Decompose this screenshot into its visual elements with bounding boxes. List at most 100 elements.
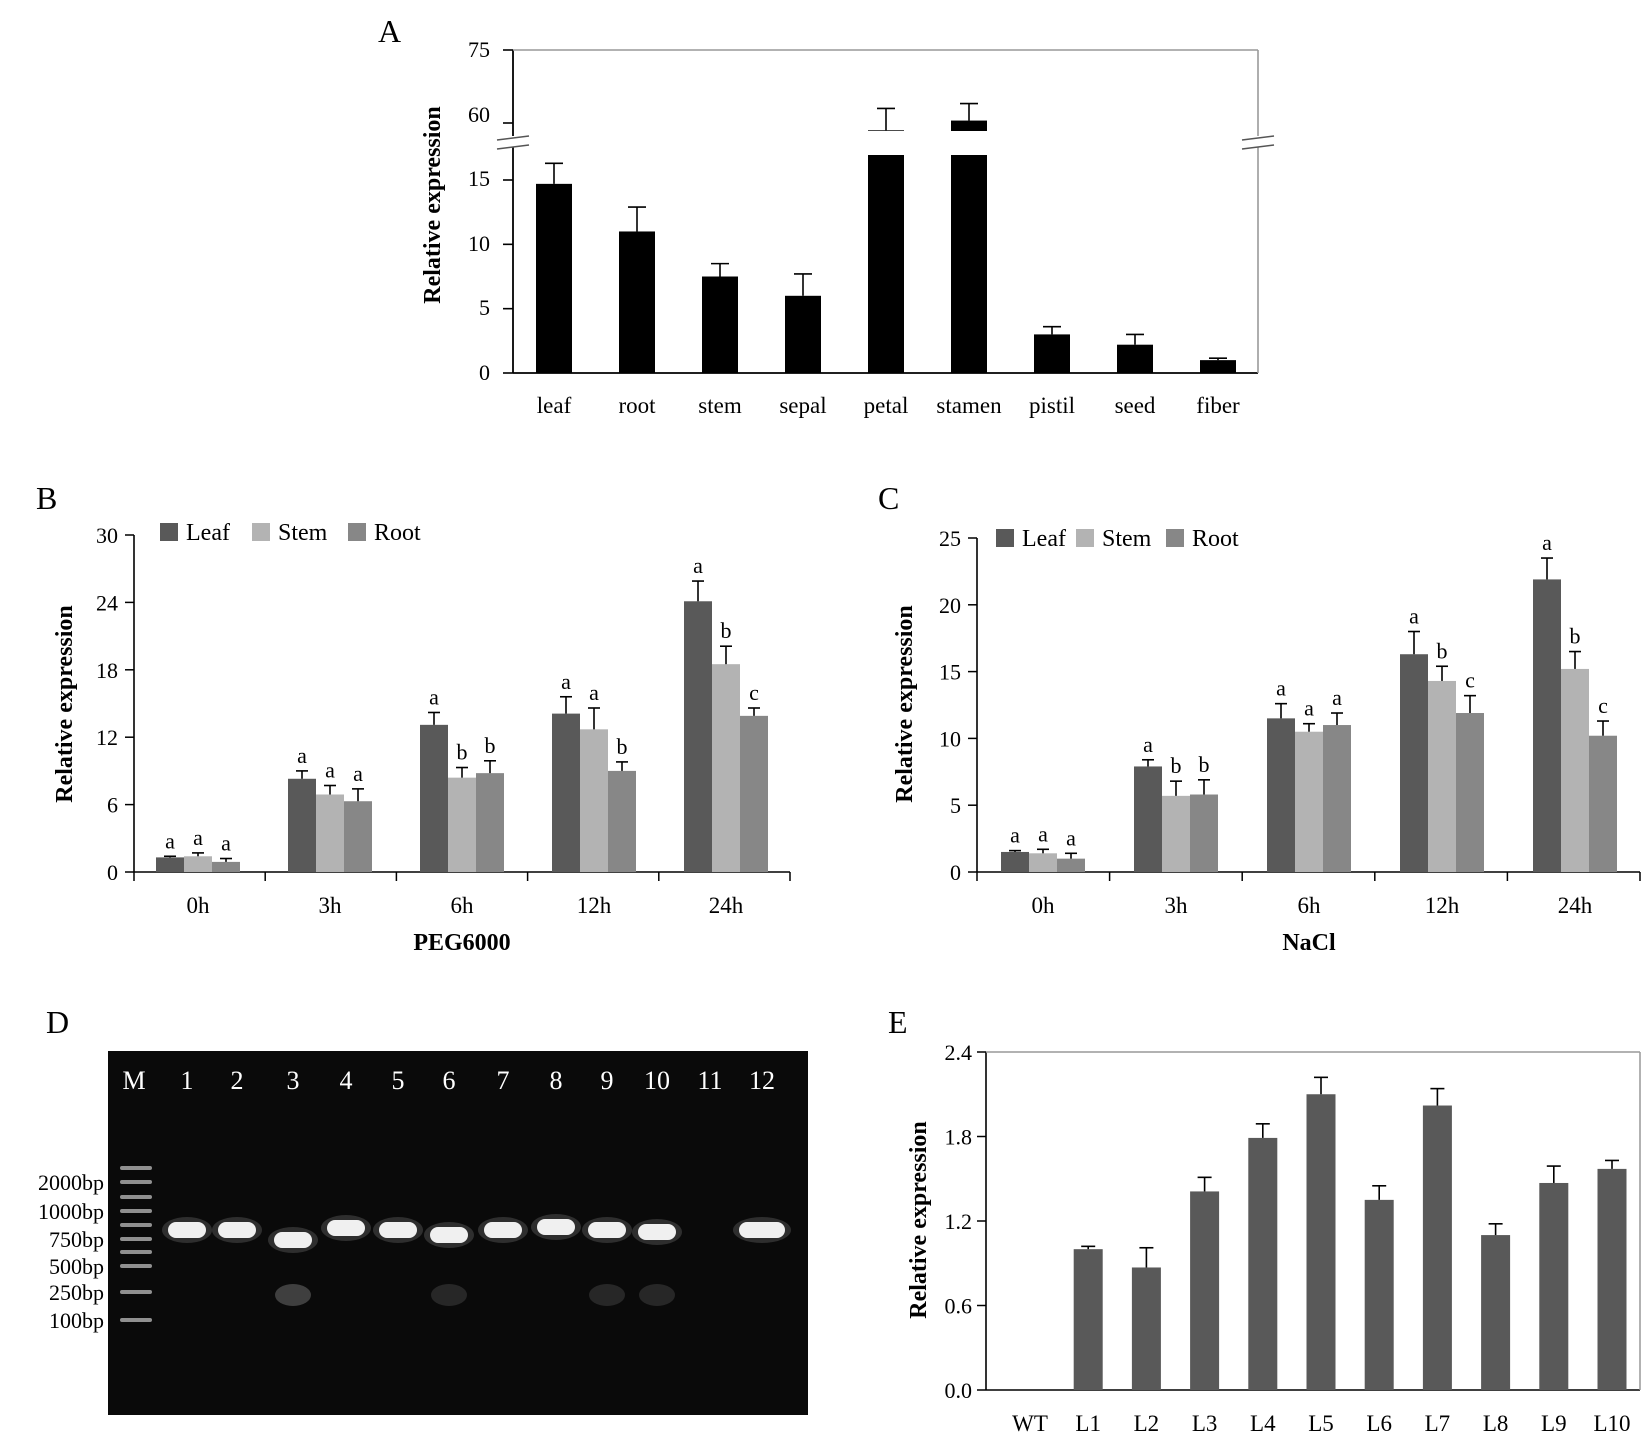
a-tick-10: 10 xyxy=(468,231,490,256)
gel-band-lane-6 xyxy=(430,1227,468,1243)
c-bar-leaf-0h xyxy=(1001,851,1029,872)
gel-primer-smear-lane-9 xyxy=(589,1284,625,1306)
e-y-tick-label-0-6: 0.6 xyxy=(945,1294,973,1319)
gel-ladder-band xyxy=(120,1195,152,1199)
gel-primer-smear-lane-6 xyxy=(431,1284,467,1306)
a-category-seed: seed xyxy=(1115,393,1156,418)
e-category-l4: L4 xyxy=(1250,1411,1276,1436)
e-bar-l4 xyxy=(1248,1137,1278,1390)
b-bar-leaf-0h-significance-letter: a xyxy=(165,828,175,853)
gel-marker-label-250bp: 250bp xyxy=(49,1280,104,1305)
c-bar-root-24h xyxy=(1589,735,1617,872)
panel-b-label: B xyxy=(36,480,57,516)
panel-e-label: E xyxy=(888,1004,908,1040)
e-bar-l3 xyxy=(1190,1191,1220,1390)
b-bar-stem-3h xyxy=(316,794,344,872)
e-category-l8: L8 xyxy=(1483,1411,1509,1436)
gel-marker-label-1000bp: 1000bp xyxy=(38,1199,104,1224)
c-bar-stem-12h xyxy=(1428,680,1456,872)
c-bar-root-3h-significance-letter: b xyxy=(1199,752,1210,777)
b-bar-stem-12h-significance-letter: a xyxy=(589,680,599,705)
gel-ladder-band xyxy=(120,1264,152,1268)
panel-a-tick-labels: 75 60 15 10 5 0 xyxy=(468,37,490,385)
e-y-tick-label-0-0: 0.0 xyxy=(945,1378,973,1403)
e-bar-l5 xyxy=(1306,1094,1336,1390)
panel-c-y-axis-title: Relative expression xyxy=(892,605,918,803)
b-bar-leaf-24h-significance-letter: a xyxy=(693,553,703,578)
c-bar-leaf-24h-significance-letter: a xyxy=(1542,530,1552,555)
a-category-leaf: leaf xyxy=(537,393,572,418)
gel-marker-label-750bp: 750bp xyxy=(49,1227,104,1252)
c-bar-stem-6h xyxy=(1295,731,1323,872)
a-right-break-mark xyxy=(1241,144,1275,150)
e-y-tick-label-1-2: 1.2 xyxy=(945,1209,973,1234)
b-bar-leaf-6h xyxy=(420,724,448,872)
a-tick-75: 75 xyxy=(468,37,490,62)
a-tick-15: 15 xyxy=(468,166,490,191)
c-bar-root-12h-significance-letter: c xyxy=(1465,668,1475,693)
c-category-12h: 12h xyxy=(1425,893,1460,918)
a-right-break-mark xyxy=(1241,135,1275,141)
b-y-tick-label-30: 30 xyxy=(96,523,118,548)
c-bar-stem-24h-significance-letter: b xyxy=(1570,624,1581,649)
c-bar-leaf-3h-significance-letter: a xyxy=(1143,732,1153,757)
gel-ladder-band xyxy=(120,1180,152,1184)
a-bar-leaf xyxy=(536,183,572,373)
c-category-0h: 0h xyxy=(1032,893,1056,918)
gel-lane-label-12: 12 xyxy=(749,1066,775,1095)
a-category-pistil: pistil xyxy=(1029,393,1075,418)
c-y-tick-label-5: 5 xyxy=(950,793,961,818)
c-bar-leaf-24h xyxy=(1533,579,1561,872)
b-bar-root-12h-significance-letter: b xyxy=(617,734,628,759)
e-bar-l8 xyxy=(1481,1235,1511,1390)
a-bar-stem xyxy=(702,276,738,373)
panel-a-category-labels: leaf root stem sepal petal stamen pistil seed fi… xyxy=(537,393,1240,418)
c-y-tick-label-25: 25 xyxy=(939,526,961,551)
b-bar-leaf-3h xyxy=(288,778,316,872)
c-bar-leaf-3h xyxy=(1134,766,1162,872)
b-legend-swatch-root xyxy=(348,523,366,541)
c-legend-label-leaf: Leaf xyxy=(1022,526,1066,552)
e-category-l2: L2 xyxy=(1134,1411,1160,1436)
c-y-tick-label-10: 10 xyxy=(939,726,961,751)
gel-band-lane-2 xyxy=(218,1222,256,1238)
c-bar-stem-12h-significance-letter: b xyxy=(1437,638,1448,663)
c-bar-root-0h-significance-letter: a xyxy=(1066,825,1076,850)
panel-b-y-axis-title: Relative expression xyxy=(52,605,78,803)
gel-band-lane-9 xyxy=(588,1222,626,1238)
gel-primer-smear-lane-10 xyxy=(639,1284,675,1306)
c-bar-stem-3h-significance-letter: b xyxy=(1171,753,1182,778)
e-category-l3: L3 xyxy=(1192,1411,1218,1436)
b-legend-swatch-stem xyxy=(252,523,270,541)
a-category-stem: stem xyxy=(698,393,742,418)
a-category-stamen: stamen xyxy=(936,393,1002,418)
a-tick-5: 5 xyxy=(479,295,490,320)
c-legend-swatch-root xyxy=(1166,529,1184,547)
gel-lane-label-8: 8 xyxy=(550,1066,563,1095)
a-tick-60: 60 xyxy=(468,102,490,127)
gel-ladder-band xyxy=(120,1318,152,1322)
c-bar-stem-0h-significance-letter: a xyxy=(1038,821,1048,846)
c-bar-root-0h xyxy=(1057,858,1085,872)
gel-marker-label-100bp: 100bp xyxy=(49,1308,104,1333)
e-category-l6: L6 xyxy=(1366,1411,1392,1436)
c-bar-leaf-6h-significance-letter: a xyxy=(1276,676,1286,701)
b-category-0h: 0h xyxy=(187,893,211,918)
a-category-sepal: sepal xyxy=(779,393,826,418)
e-category-l5: L5 xyxy=(1308,1411,1334,1436)
panel-b-x-axis-title: PEG6000 xyxy=(413,930,510,956)
gel-lane-label-6: 6 xyxy=(443,1066,456,1095)
c-legend-swatch-stem xyxy=(1076,529,1094,547)
panel-a-chart: A Relative expression 75 60 15 10 5 0 le… xyxy=(378,13,1275,418)
c-bar-root-12h xyxy=(1456,713,1484,872)
gel-lane-label-3: 3 xyxy=(287,1066,300,1095)
b-bar-leaf-3h-significance-letter: a xyxy=(297,743,307,768)
c-y-tick-label-15: 15 xyxy=(939,660,961,685)
b-y-tick-label-0: 0 xyxy=(107,860,118,885)
gel-ladder-band xyxy=(120,1166,152,1170)
c-category-24h: 24h xyxy=(1558,893,1593,918)
b-bar-leaf-0h xyxy=(156,857,184,872)
e-bar-l6 xyxy=(1364,1199,1394,1390)
